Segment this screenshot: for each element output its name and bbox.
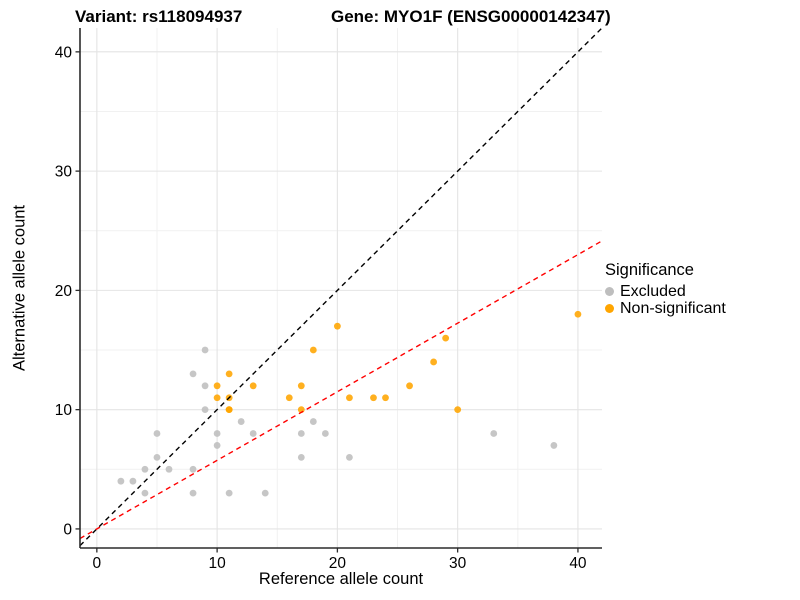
data-point-non-significant [346,394,353,402]
legend-label-excluded: Excluded [620,282,686,300]
data-point-excluded [141,465,149,473]
data-point-excluded [550,442,558,449]
data-point-excluded [490,430,498,437]
data-point-non-significant [406,382,413,390]
data-point-excluded [201,406,209,414]
data-point-non-significant [454,406,462,414]
data-point-non-significant [249,382,257,390]
data-point-excluded [117,477,125,485]
data-point-excluded [309,418,317,425]
data-point-excluded [165,465,173,473]
legend-label-non-significant: Non-significant [620,299,726,317]
y-tick-label: 30 [55,164,73,181]
identity-line [79,27,603,547]
y-tick-label: 0 [63,521,72,538]
data-point-excluded [297,453,305,461]
plot-title-gene: Gene: MYO1F (ENSG00000142347) [331,7,611,26]
data-point-excluded [189,465,197,473]
data-point-non-significant [442,334,450,342]
data-point-non-significant [370,394,377,402]
data-point-non-significant [382,394,389,402]
data-point-excluded [297,430,305,437]
data-point-excluded [261,489,269,497]
data-point-excluded [321,430,329,437]
data-point-excluded [153,430,161,437]
data-point-non-significant [225,406,233,414]
data-point-non-significant [574,310,582,318]
legend: Significance Excluded Non-significant [605,261,726,317]
plot-title-variant: Variant: rs118094937 [75,7,243,26]
x-tick-label: 10 [208,555,226,572]
data-point-non-significant [333,322,341,330]
x-tick-label: 40 [569,555,587,572]
data-point-non-significant [213,394,221,402]
data-point-non-significant [225,370,233,378]
data-point-excluded [346,453,353,461]
x-tick-label: 0 [93,555,102,572]
y-tick-label: 40 [55,44,73,61]
x-axis-label: Reference allele count [258,570,424,588]
expected-ratio-line [79,240,603,540]
data-point-excluded [189,489,197,497]
data-point-non-significant [285,394,293,402]
legend-swatch-excluded-icon [605,287,614,296]
y-tick-label: 20 [55,283,73,300]
data-point-excluded [129,477,137,485]
legend-item-non-significant: Non-significant [605,300,726,317]
data-point-non-significant [430,358,438,366]
data-point-non-significant [213,382,221,390]
data-point-excluded [249,430,257,437]
data-point-excluded [141,489,149,497]
x-tick-label: 30 [449,555,467,572]
legend-swatch-non-significant-icon [605,304,614,313]
data-point-excluded [213,430,221,437]
data-point-excluded [213,442,221,449]
legend-item-excluded: Excluded [605,283,726,300]
data-point-non-significant [309,346,317,354]
data-point-excluded [237,418,245,425]
data-point-excluded [225,489,233,497]
data-point-non-significant [297,382,305,390]
legend-title: Significance [605,261,694,279]
data-point-excluded [201,382,209,390]
y-axis-label: Alternative allele count [10,204,29,372]
data-point-excluded [189,370,197,378]
y-tick-label: 10 [55,402,73,419]
x-tick-label: 20 [329,555,347,572]
data-point-excluded [201,346,209,354]
data-point-excluded [153,453,161,461]
